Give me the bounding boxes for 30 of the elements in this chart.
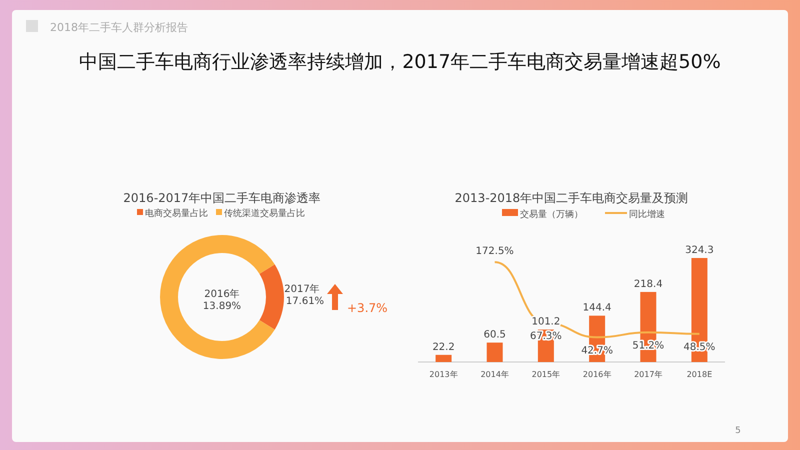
x-tick-label: 2014年 bbox=[480, 370, 509, 379]
x-tick-label: 2013年 bbox=[429, 370, 458, 379]
data-label: 218.4 bbox=[634, 278, 663, 290]
text: 2016年 bbox=[204, 288, 240, 300]
x-tick-label: 2015年 bbox=[532, 370, 560, 379]
data-label: 60.5 bbox=[484, 330, 506, 341]
data-label: 172.5% bbox=[476, 246, 514, 258]
chart-title: 2016-2017年中国二手车电商渗透率 bbox=[123, 191, 321, 205]
text: 2018年二手车人群分析报告 bbox=[50, 21, 188, 34]
legend-label: 传统渠道交易量占比 bbox=[224, 208, 305, 219]
bar bbox=[436, 354, 452, 362]
data-label: 144.4 bbox=[582, 302, 612, 314]
legend-label: 同比增速 bbox=[629, 209, 665, 220]
donut-slice bbox=[259, 264, 284, 330]
legend-label: 电商交易量占比 bbox=[145, 208, 208, 219]
data-label: 22.2 bbox=[432, 342, 455, 353]
x-tick-label: 2017年 bbox=[634, 370, 662, 379]
x-tick-label: 2016年 bbox=[582, 370, 612, 379]
text: 13.89% bbox=[202, 301, 242, 312]
text: 17.61% bbox=[286, 296, 324, 307]
donut-slice bbox=[160, 235, 275, 359]
text: +3.7% bbox=[347, 301, 388, 315]
text: 中国二手车电商行业渗透率持续增加，2017年二手车电商交易量增速超50% bbox=[79, 51, 721, 73]
legend-label: 交易量（万辆） bbox=[520, 209, 583, 220]
text: 5 bbox=[735, 426, 741, 436]
data-label: 324.3 bbox=[685, 245, 714, 256]
x-tick-label: 2018E bbox=[686, 370, 712, 379]
bar bbox=[486, 342, 503, 362]
chart-title: 2013-2018年中国二手车电商交易量及预测 bbox=[454, 191, 688, 205]
text: 2017年 bbox=[284, 283, 320, 295]
